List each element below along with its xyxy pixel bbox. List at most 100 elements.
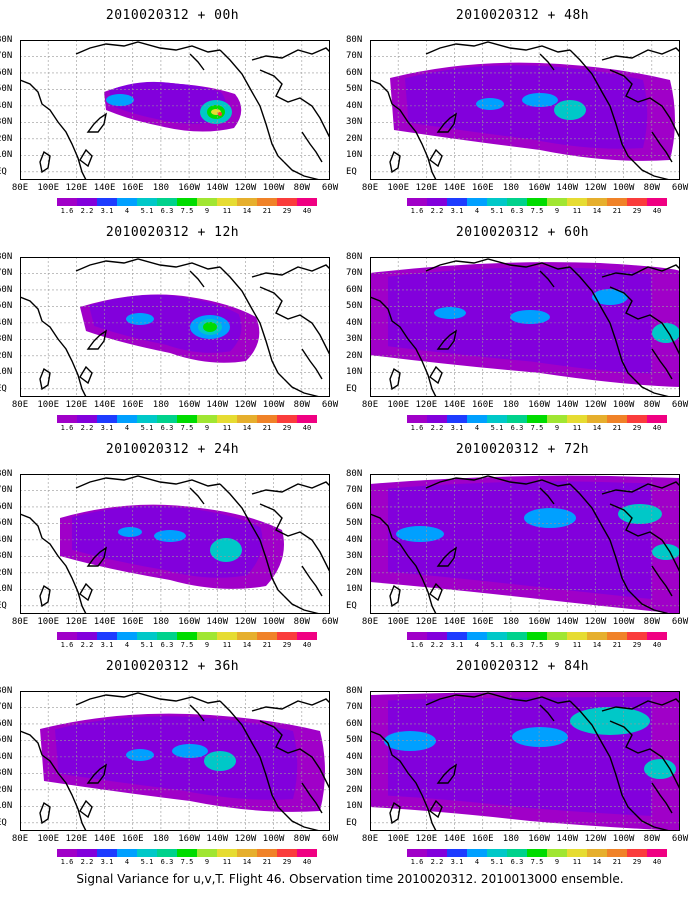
latitude-label: 50N (346, 301, 363, 312)
coastline (251, 481, 330, 495)
latitude-label: 20N (346, 350, 363, 361)
colorbar-label: 4 (124, 424, 130, 432)
coastline (425, 41, 571, 55)
latitude-label: 40N (346, 534, 363, 545)
colorbar-label: 7.5 (180, 207, 194, 215)
variance-hotspot (126, 313, 154, 325)
longitude-label: 140W (206, 400, 229, 410)
longitude-label: 80E (11, 183, 29, 193)
coastline (633, 378, 671, 397)
colorbar-swatch (627, 849, 647, 857)
colorbar-swatch (237, 849, 257, 857)
colorbar-label: 11 (572, 207, 582, 215)
colorbar-label: 7.5 (530, 641, 544, 649)
coastline (86, 546, 108, 567)
colorbar-label: 40 (302, 641, 312, 649)
longitude-label: 140E (443, 400, 466, 410)
map-panel: 2010020312 + 12h 80N 70N 60N 50N 40N 30N 20N 10N… (0, 217, 345, 432)
colorbar-swatch (97, 632, 117, 640)
colorbar-label: 9 (204, 641, 210, 649)
colorbar-swatch (117, 849, 137, 857)
longitude-label: 160W (178, 400, 200, 410)
variance-hotspot (554, 100, 586, 120)
colorbar-label: 9 (554, 641, 560, 649)
colorbar-swatch (587, 415, 607, 423)
colorbar-label: 14 (242, 424, 252, 432)
colorbar-swatch (277, 415, 297, 423)
longitude-label: 180 (502, 617, 520, 627)
coastline (609, 69, 680, 139)
coastline (601, 481, 680, 495)
colorbar-label: 21 (612, 207, 622, 215)
map-panel: 2010020312 + 00h 80N 70N 60N 50N 40N 30N 20N 10N… (0, 0, 345, 215)
longitude-label: 160W (528, 183, 550, 193)
colorbar-swatch (467, 849, 487, 857)
colorbar-label: 3.1 (100, 424, 114, 432)
colorbar-swatch (137, 632, 157, 640)
colorbar-swatch (487, 198, 507, 206)
longitude-label: 120E (415, 834, 438, 844)
coastline (39, 801, 51, 825)
longitude-label: 80E (361, 400, 379, 410)
latitude-label: 50N (0, 84, 13, 95)
longitude-label: 80W (643, 183, 660, 193)
colorbar-label: 21 (612, 424, 622, 432)
colorbar-swatch (587, 198, 607, 206)
longitude-label: 140W (206, 834, 229, 844)
coastline (75, 258, 221, 272)
colorbar-swatch (547, 415, 567, 423)
colorbar-swatch (627, 632, 647, 640)
colorbar-swatch (427, 849, 447, 857)
colorbar-label: 29 (282, 424, 292, 432)
longitude-label: 60W (321, 183, 339, 193)
longitude-label: 180 (502, 183, 520, 193)
variance-map (20, 40, 330, 180)
longitude-label: 100W (262, 834, 285, 844)
longitude-label: 160E (471, 400, 494, 410)
longitude-label: 140E (93, 400, 116, 410)
colorbar-swatch (407, 415, 427, 423)
coastline (609, 720, 680, 790)
longitude-label: 120W (584, 400, 607, 410)
longitude-label: 120E (415, 400, 438, 410)
longitude-label: 60W (321, 834, 339, 844)
longitude-label: 100W (262, 400, 285, 410)
latitude-label: EQ (346, 383, 357, 394)
colorbar-swatch (197, 198, 217, 206)
colorbar-swatch (177, 632, 197, 640)
colorbar-label: 3.1 (100, 858, 114, 866)
colorbar-swatch (77, 632, 97, 640)
colorbar-swatch (607, 632, 627, 640)
longitude-label: 120W (234, 183, 257, 193)
latitude-label: 30N (346, 334, 363, 345)
panel-title: 2010020312 + 24h (105, 442, 240, 457)
latitude-label: 60N (0, 67, 13, 78)
colorbar-swatch (427, 198, 447, 206)
longitude-label: 160E (121, 183, 144, 193)
coastline (569, 266, 635, 380)
colorbar-swatch (527, 632, 547, 640)
colorbar-swatch (57, 415, 77, 423)
colorbar-swatch (177, 849, 197, 857)
variance-hotspot (476, 98, 504, 110)
map-panel: 2010020312 + 60h 80N 70N 60N 50N 40N 30N 20N 10N… (346, 217, 695, 432)
latitude-label: 10N (0, 367, 13, 378)
colorbar-label: 29 (632, 207, 642, 215)
colorbar-label: 7.5 (180, 424, 194, 432)
coastline (370, 513, 437, 614)
variance-hotspot (126, 749, 154, 761)
variance-hotspot (384, 731, 436, 751)
longitude-label: 60W (671, 834, 689, 844)
colorbar-label: 9 (204, 207, 210, 215)
latitude-label: 30N (0, 334, 13, 345)
colorbar-label: 3.1 (450, 858, 464, 866)
colorbar-swatch (487, 632, 507, 640)
longitude-label: 120W (234, 617, 257, 627)
latitude-label: 20N (0, 133, 13, 144)
coastline (425, 475, 571, 489)
coastline (189, 270, 205, 288)
colorbar-label: 6.3 (160, 207, 174, 215)
latitude-label: 50N (346, 518, 363, 529)
colorbar-label: 40 (652, 641, 662, 649)
colorbar-label: 11 (572, 424, 582, 432)
